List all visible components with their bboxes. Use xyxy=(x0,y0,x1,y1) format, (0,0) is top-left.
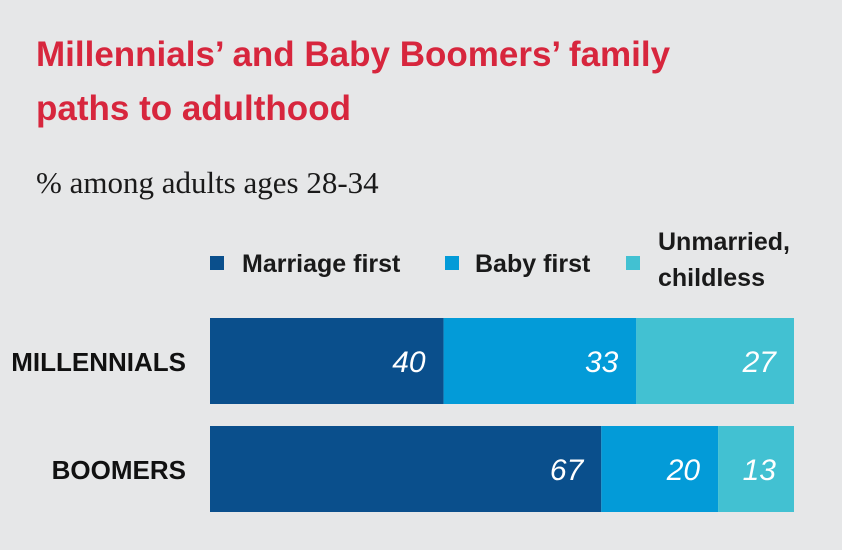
bar-boomers-marriage-first xyxy=(210,426,602,512)
bar-boomers-unmarried-childless xyxy=(718,426,794,512)
value-label-boomers-baby-first: 20 xyxy=(666,454,701,487)
chart-subtitle: % among adults ages 28-34 xyxy=(36,165,379,200)
value-label-boomers-marriage-first: 67 xyxy=(550,454,585,487)
value-label-millennials-unmarried-childless: 27 xyxy=(742,346,778,379)
bar-millennials-marriage-first xyxy=(210,318,444,404)
legend-label-unmarried-childless-line-2: childless xyxy=(658,264,765,292)
bar-millennials-baby-first xyxy=(443,318,637,404)
value-label-boomers-unmarried-childless: 13 xyxy=(743,454,777,487)
chart-title: Millennials’ and Baby Boomers’ family xyxy=(36,35,671,74)
legend-swatch-marriage-first xyxy=(210,256,224,270)
legend-label-marriage-first: Marriage first xyxy=(242,250,401,278)
legend-swatch-baby-first xyxy=(445,256,459,270)
legend-label-baby-first: Baby first xyxy=(475,250,591,278)
bar-millennials-unmarried-childless xyxy=(636,318,794,404)
bars: 40 33 27 67 20 13 xyxy=(210,318,794,512)
legend-swatch-unmarried-childless xyxy=(626,256,640,270)
category-label-millennials: MILLENNIALS xyxy=(11,347,186,377)
legend-label-unmarried-childless: Unmarried, xyxy=(658,228,790,256)
category-labels: MILLENNIALS BOOMERS xyxy=(11,347,186,485)
chart-title-line-2: paths to adulthood xyxy=(36,89,351,128)
value-label-millennials-baby-first: 33 xyxy=(585,346,619,379)
category-label-boomers: BOOMERS xyxy=(52,455,186,485)
value-label-millennials-marriage-first: 40 xyxy=(392,346,426,379)
bar-boomers-baby-first xyxy=(601,426,719,512)
legend: Marriage first Baby first Unmarried, childl… xyxy=(210,228,790,292)
